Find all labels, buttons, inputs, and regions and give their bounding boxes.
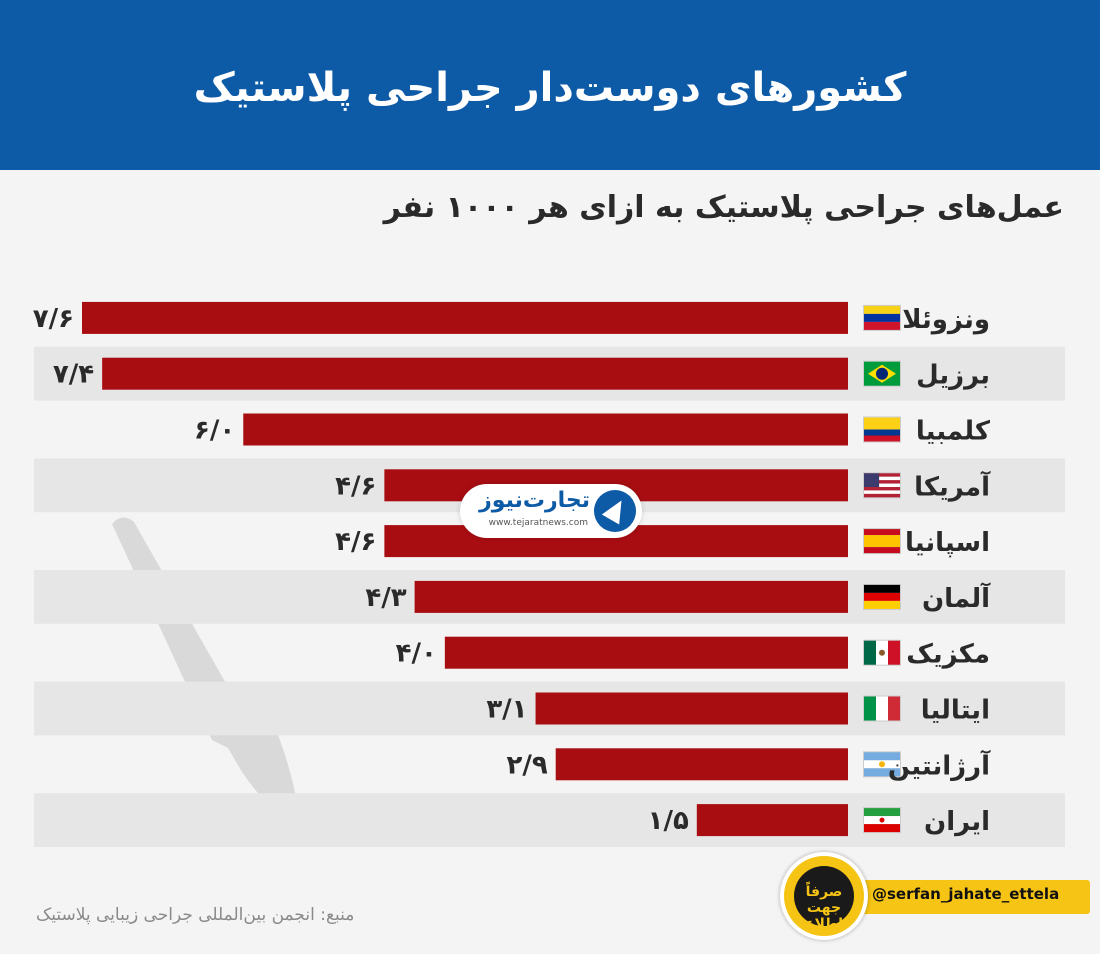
flag-band [864,435,900,442]
flag-band [864,305,900,314]
flag-band [888,696,900,721]
flag-band [864,584,900,593]
channel-logo-badge: صرفاً جهت اطلاع [794,866,854,932]
flag-band [888,640,900,665]
bar [444,636,848,669]
flag-band [864,321,900,330]
category-label: ایتالیا [921,696,990,726]
category-label: آلمان [922,582,991,614]
category-label: برزیل [916,361,990,391]
tejarat-news-watermark: تجارت‌نیوز www.tejaratnews.com [460,484,642,538]
instagram-channel-logo: صرفاً جهت اطلاع [780,852,868,940]
category-label: کلمبیا [916,417,991,447]
flag-stripe [864,490,900,494]
data-label: ۴/۶ [335,471,376,501]
data-label: ۷/۴ [53,360,94,390]
bar [243,413,848,446]
category-label: آرژانتین [888,749,991,781]
flag-band [876,696,888,721]
flag-band [864,417,900,430]
row-stripe [34,793,1065,847]
bar [82,301,848,334]
flag-band [864,768,900,777]
flag-band [864,429,900,436]
category-label: ایران [924,807,990,837]
data-label: ۷/۶ [33,304,74,334]
flag-band [864,535,900,548]
bar [696,804,848,837]
instagram-handle: @serfan_jahate_ettela [872,885,1060,903]
flag-band [864,752,900,761]
category-label: اسپانیا [905,528,990,558]
header-banner [0,0,1100,170]
flag-stripe [864,476,900,481]
flag-band [864,808,900,817]
flag-band [864,547,900,554]
flag-stripe [864,480,900,484]
flag-band [864,696,876,721]
flag-emblem [879,817,885,823]
flag-band [864,529,900,536]
flag-canton [864,473,880,488]
watermark-url: www.tejaratnews.com [488,518,588,528]
flag-sun [879,761,885,768]
source-note: منبع: انجمن بین‌المللی جراحی زیبایی پلاس… [36,905,355,925]
flag-stripe [864,493,900,498]
category-label: ونزوئلا [902,305,990,335]
flag-emblem [879,649,885,656]
channel-logo-text: صرفاً جهت اطلاع [804,884,844,932]
bar [535,692,848,725]
flag-globe [876,367,888,380]
bar [102,357,848,390]
flag-band [864,640,876,665]
bar [555,748,848,781]
data-label: ۴/۳ [365,583,406,613]
flag-band [864,824,900,833]
category-label: آمریکا [914,470,991,502]
data-label: ۱/۵ [648,806,689,836]
watermark-name: تجارت‌نیوز [479,488,590,513]
flag-band [864,313,900,322]
data-label: ۴/۰ [396,639,437,669]
bar [414,580,848,613]
category-label: مکزیک [906,640,990,670]
data-label: ۴/۶ [335,527,376,557]
instagram-handle-bar [860,880,1090,914]
tejarat-news-logo-icon [594,490,636,532]
flag-band [864,592,900,601]
data-label: ۲/۹ [506,750,547,780]
data-label: ۳/۱ [486,695,527,725]
flag-stripe [864,473,900,477]
data-label: ۶/۰ [194,416,235,446]
flag-stripe [864,487,900,491]
flag-band [864,600,900,609]
flag-stripe [864,483,900,488]
chart-subtitle: عمل‌های جراحی پلاستیک به ازای هر ۱۰۰۰ نف… [383,190,1064,225]
bar-chart: ۷/۶ ونزوئلا ۷/۴ برزیل ۶/۰ کلمبیا ۴/۶ آمریکا ۴/۶ ا… [33,301,1065,847]
chart-title: کشورهای دوست‌دار جراحی پلاستیک [193,65,907,111]
